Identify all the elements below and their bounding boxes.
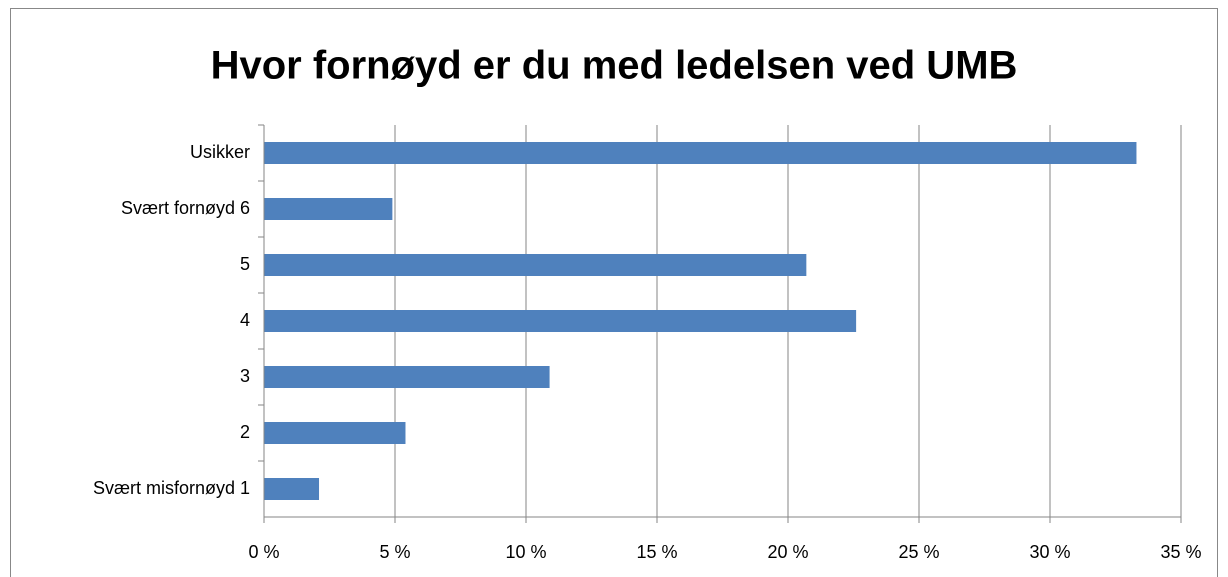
x-tick-label: 35 % xyxy=(1160,542,1201,562)
bar xyxy=(264,310,857,332)
x-tick-label: 20 % xyxy=(767,542,808,562)
y-tick-label: Svært fornøyd 6 xyxy=(121,198,250,218)
x-tick-label: 5 % xyxy=(379,542,410,562)
x-tick-label: 25 % xyxy=(898,542,939,562)
y-tick-label: 2 xyxy=(240,422,250,442)
chart-border xyxy=(10,8,1218,577)
y-tick-label: 3 xyxy=(240,366,250,386)
x-tick-label: 0 % xyxy=(248,542,279,562)
x-tick-label: 30 % xyxy=(1029,542,1070,562)
y-tick-label: 4 xyxy=(240,310,250,330)
bar xyxy=(264,478,320,500)
y-tick-label: Usikker xyxy=(190,142,250,162)
bar xyxy=(264,198,393,220)
x-tick-label: 15 % xyxy=(636,542,677,562)
bar xyxy=(264,422,406,444)
bar xyxy=(264,254,807,276)
chart-title: Hvor fornøyd er du med ledelsen ved UMB xyxy=(211,44,1018,88)
y-tick-label: Svært misfornøyd 1 xyxy=(93,478,250,498)
x-tick-label: 10 % xyxy=(505,542,546,562)
bar xyxy=(264,142,1137,164)
bar xyxy=(264,366,550,388)
y-tick-label: 5 xyxy=(240,254,250,274)
